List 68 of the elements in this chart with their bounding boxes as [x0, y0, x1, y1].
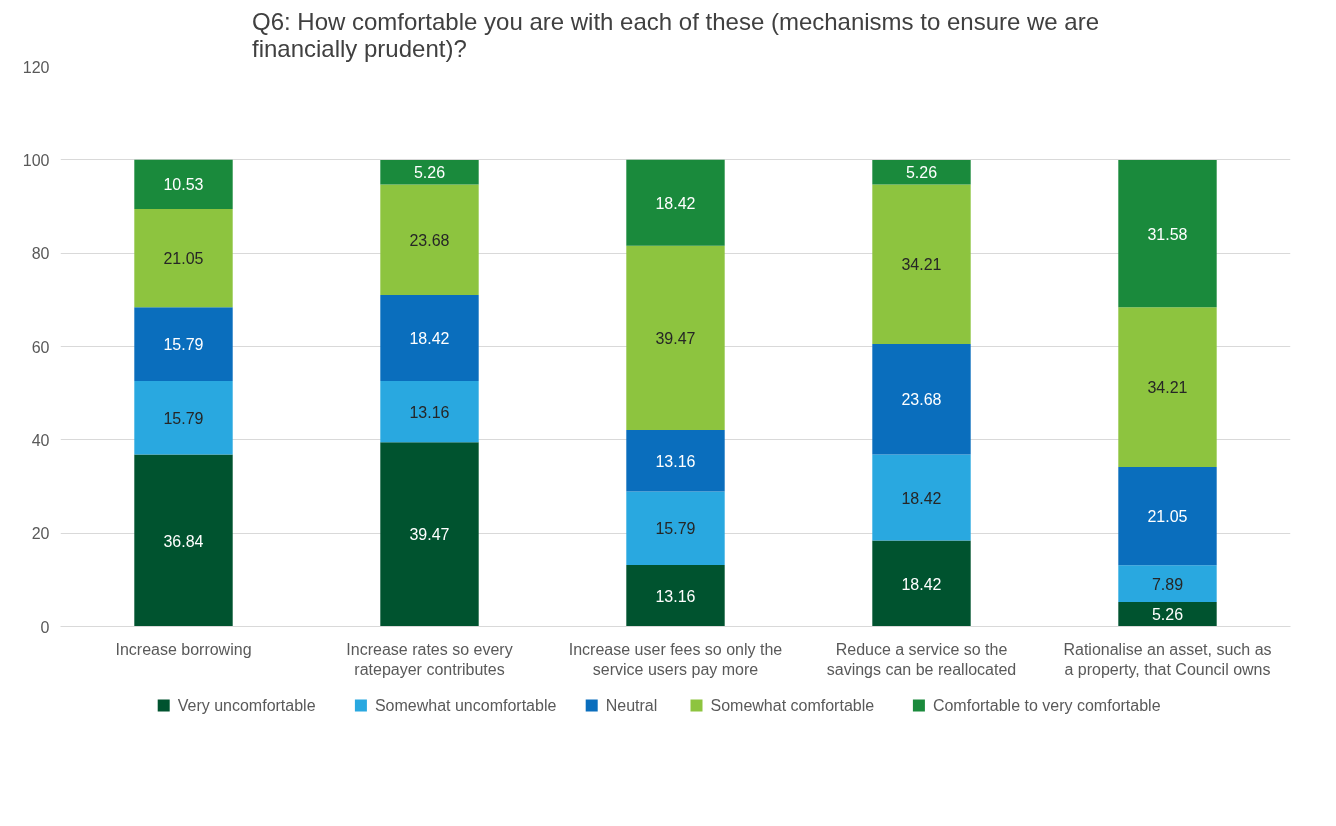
data-label: 39.47: [409, 526, 450, 544]
legend-label: Neutral: [605, 697, 658, 714]
y-tick-label: 0: [40, 618, 50, 636]
bar: [134, 208, 233, 308]
bar: [1118, 565, 1217, 602]
x-tick-label: Increase user fees so only the service users pay more: [568, 640, 783, 678]
bar: [872, 540, 971, 627]
bar: [134, 307, 233, 381]
data-label: 39.47: [655, 329, 696, 347]
data-label: 5.26: [413, 164, 446, 182]
data-label: 23.68: [409, 231, 450, 249]
data-label: 15.79: [655, 520, 696, 538]
legend-label: Very uncomfortable: [177, 697, 316, 714]
data-label: 31.58: [1147, 225, 1188, 243]
data-label: 21.05: [163, 250, 204, 268]
y-tick-label: 80: [31, 245, 50, 263]
data-label: 13.16: [655, 452, 696, 470]
bar: [1118, 601, 1217, 627]
bar: [626, 565, 725, 627]
data-label: 15.79: [163, 409, 204, 427]
data-label: 5.26: [905, 164, 938, 182]
bar: [134, 454, 233, 627]
bar: [1118, 307, 1217, 467]
y-tick-label: 100: [22, 151, 50, 169]
bar: [380, 294, 479, 381]
bar: [626, 159, 725, 246]
bar: [134, 380, 233, 455]
x-tick-label: Rationalise an asset, such as a property, that Council owns: [1063, 640, 1272, 678]
chart-title: Q6: How comfortable you are with each of these (mechanisms to ensure we are financially prudent)?: [251, 7, 1100, 62]
data-label: 36.84: [163, 532, 204, 550]
data-label: 13.16: [655, 587, 696, 605]
data-label: 34.21: [901, 256, 942, 274]
legend-label: Comfortable to very comfortable: [932, 697, 1161, 714]
y-tick-label: 40: [31, 431, 50, 449]
data-label: 18.42: [409, 329, 450, 347]
bar: [1118, 159, 1217, 308]
bar: [380, 184, 479, 295]
legend-label: Somewhat uncomfortable: [374, 697, 557, 714]
data-label: 13.16: [409, 403, 450, 421]
legend-label: Somewhat comfortable: [710, 697, 875, 714]
x-tick-label: Reduce a service so the savings can be reallocated: [826, 640, 1017, 678]
data-label: 15.79: [163, 336, 204, 354]
data-label: 21.05: [1147, 508, 1188, 526]
y-tick-label: 60: [31, 338, 50, 356]
bar: [872, 454, 971, 541]
data-label: 7.89: [1151, 575, 1184, 593]
y-tick-label: 20: [31, 525, 50, 543]
data-label: 34.21: [1147, 379, 1188, 397]
data-label: 10.53: [163, 176, 204, 194]
data-label: 18.42: [655, 194, 696, 212]
bar: [1118, 466, 1217, 566]
bar: [380, 380, 479, 443]
y-tick-label: 120: [22, 58, 50, 76]
data-label: 18.42: [901, 575, 942, 593]
bar: [626, 491, 725, 566]
x-tick-label: Increase rates so every ratepayer contributes: [346, 640, 513, 678]
bar: [380, 442, 479, 627]
bar: [626, 429, 725, 492]
bar: [380, 159, 479, 185]
data-label: 18.42: [901, 489, 942, 507]
bar: [872, 344, 971, 455]
data-label: 5.26: [1151, 606, 1184, 624]
bar: [134, 159, 233, 209]
data-label: 23.68: [901, 391, 942, 409]
bar: [872, 184, 971, 345]
bar: [626, 245, 725, 430]
x-tick-label: Increase borrowing: [115, 640, 252, 658]
bar: [872, 159, 971, 185]
